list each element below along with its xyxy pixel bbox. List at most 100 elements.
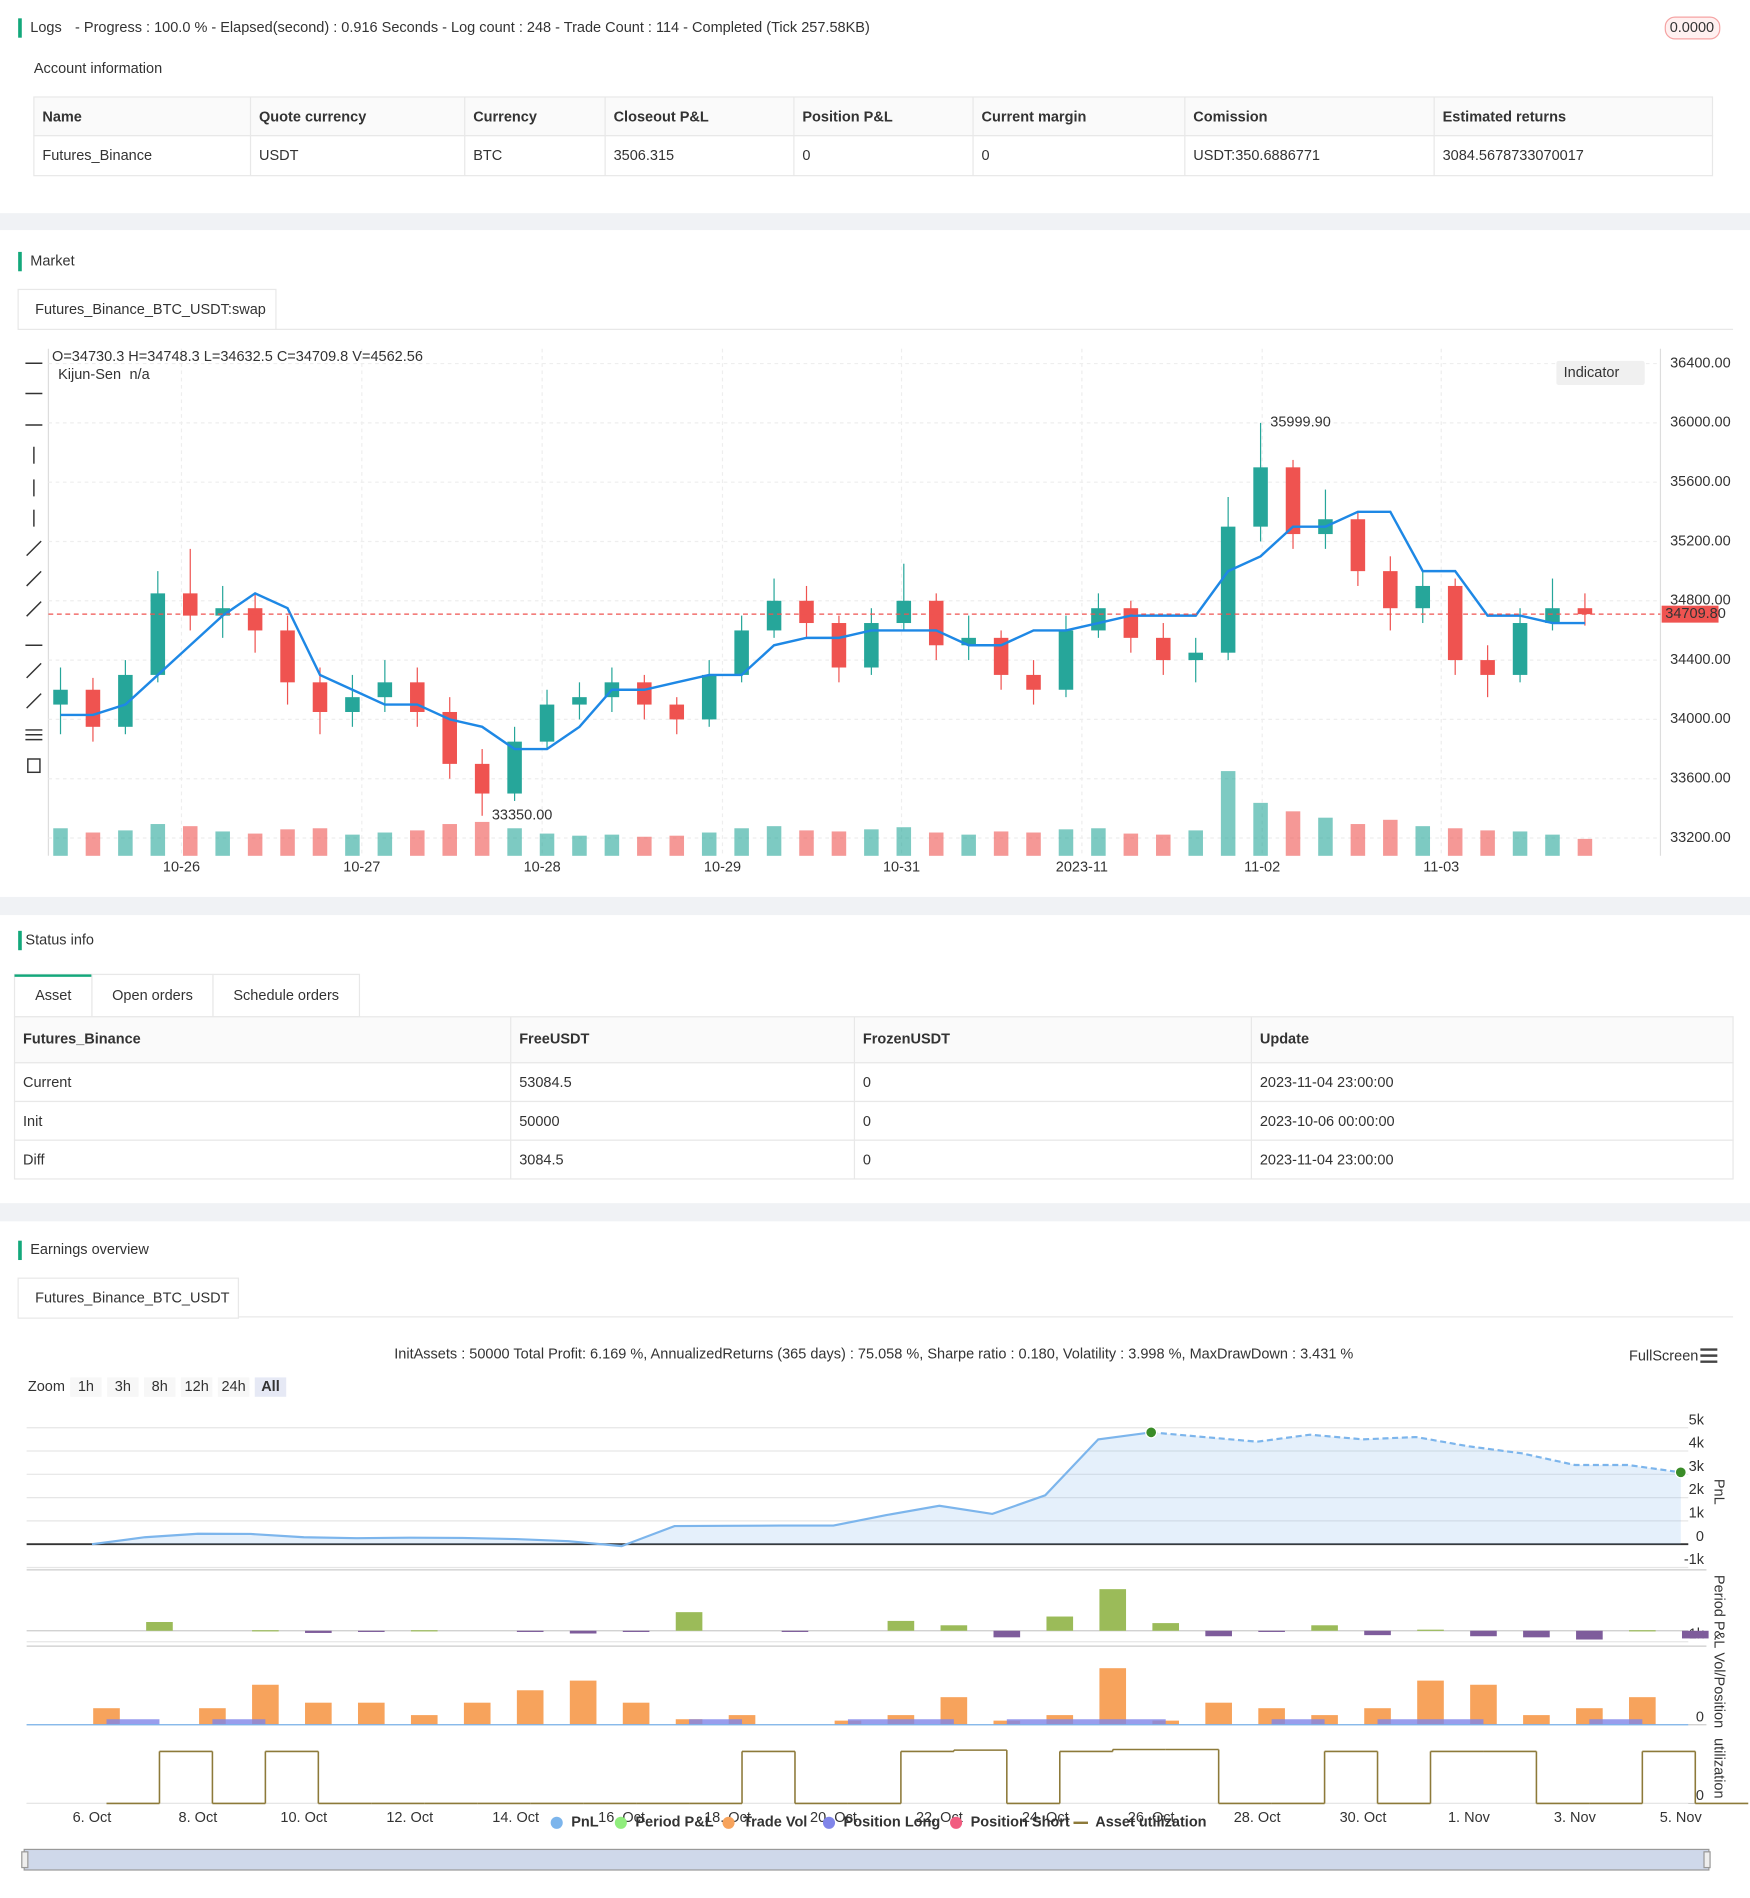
price-label: 34709.80 — [1665, 606, 1726, 622]
section-title: Status info — [25, 932, 94, 948]
zoom-button[interactable] — [70, 1377, 102, 1397]
table-cell: 0 — [863, 1153, 871, 1169]
zoom-button[interactable] — [144, 1377, 176, 1397]
navigator-handle[interactable] — [1703, 1851, 1711, 1869]
indicator-button[interactable] — [1556, 360, 1645, 386]
ohlc-text: O=34730.3 H=34748.3 L=34632.5 C=34709.8 … — [52, 349, 423, 365]
y-tick-label: 0 — [1696, 1709, 1704, 1725]
table-cell: 0 — [802, 148, 810, 164]
table-header: Futures_Binance — [23, 1032, 141, 1048]
navigator-handle[interactable] — [21, 1851, 29, 1869]
candle-body — [1156, 637, 1171, 661]
volume-bar — [928, 832, 944, 856]
y-tick-label: 35200.00 — [1670, 533, 1731, 549]
y-tick-label: 35600.00 — [1670, 474, 1731, 490]
x-tick-label: 26. Oct — [1128, 1810, 1175, 1826]
tab[interactable] — [17, 1277, 240, 1319]
zoom-button-label: 1h — [78, 1379, 94, 1395]
zoom-button[interactable] — [107, 1377, 139, 1397]
volume-bar — [734, 828, 749, 856]
table-cell: 3506.315 — [614, 148, 675, 164]
y-tick-label: 0 — [1696, 1529, 1704, 1545]
position-long-bar — [1589, 1719, 1643, 1725]
zoom-button[interactable] — [180, 1377, 213, 1397]
table-cell: 2023-11-04 23:00:00 — [1260, 1075, 1394, 1091]
table-header: Name — [42, 109, 82, 125]
candle-body — [150, 593, 166, 675]
candle-body — [280, 630, 295, 683]
x-tick-label: 28. Oct — [1234, 1810, 1281, 1826]
table-cell: 2023-11-04 23:00:00 — [1260, 1153, 1394, 1169]
zoom-button-label: 3h — [115, 1379, 131, 1395]
x-tick-label: 11-03 — [1423, 860, 1459, 876]
y-tick-label: 36000.00 — [1670, 415, 1731, 431]
volume-bar — [831, 831, 847, 856]
low-label: 33350.00 — [492, 808, 553, 824]
tab[interactable] — [17, 288, 277, 330]
candle-body — [993, 637, 1009, 675]
volume-bar — [766, 826, 782, 856]
x-tick-label: 10-27 — [343, 860, 380, 876]
volume-bar — [377, 832, 393, 856]
trade-vol-bar — [1205, 1702, 1232, 1725]
period-bar — [1523, 1630, 1550, 1638]
period-bar — [993, 1630, 1021, 1638]
volume-bar — [1545, 834, 1560, 856]
pnl-line-dashed — [1151, 1431, 1681, 1474]
y-tick-label: 2k — [1689, 1482, 1705, 1498]
candle-body — [1447, 585, 1463, 661]
trade-vol-bar — [357, 1702, 385, 1725]
period-bar — [252, 1630, 279, 1632]
candle-body — [1123, 608, 1139, 638]
x-tick-label: 10-29 — [704, 860, 741, 876]
volume-bar — [150, 824, 166, 856]
volume-bar — [118, 830, 133, 856]
volume-bar — [1091, 828, 1106, 856]
volume-bar — [1123, 833, 1139, 856]
candle-body — [766, 600, 782, 631]
period-bar — [1258, 1630, 1285, 1632]
x-tick-label: 6. Oct — [73, 1810, 112, 1826]
period-bar — [1470, 1630, 1497, 1637]
legend-symbol — [614, 1816, 627, 1829]
volume-bar — [345, 834, 360, 856]
trade-vol-bar — [728, 1715, 756, 1725]
position-long-bar — [1377, 1719, 1484, 1725]
position-long-bar — [1006, 1719, 1166, 1725]
period-bar — [1311, 1625, 1338, 1631]
volume-bar — [1447, 828, 1463, 856]
period-bar — [1681, 1630, 1709, 1639]
candle-body — [961, 637, 976, 646]
period-bar — [622, 1630, 650, 1632]
tab[interactable] — [91, 973, 214, 1018]
volume-bar — [410, 830, 425, 856]
volume-bar — [1285, 811, 1301, 856]
volume-bar — [799, 830, 814, 856]
zoom-button[interactable] — [217, 1377, 250, 1397]
position-long-bar — [689, 1719, 743, 1725]
section-title: Earnings overview — [30, 1242, 149, 1258]
trade-vol-bar — [516, 1690, 544, 1725]
y-tick-label: 0 — [1696, 1788, 1704, 1804]
tab-label: Futures_Binance_BTC_USDT — [35, 1291, 230, 1307]
candle-body — [1188, 652, 1203, 661]
separator — [0, 213, 1750, 231]
volume-bar — [1383, 819, 1398, 856]
trade-vol-bar — [305, 1702, 332, 1725]
volume-bar — [1026, 832, 1041, 856]
table-row-bg — [13, 1100, 1734, 1141]
table-cell: 0 — [982, 148, 990, 164]
tab[interactable] — [212, 973, 361, 1018]
y-tick-label: 36400.00 — [1670, 355, 1731, 371]
volume-bar — [1188, 830, 1203, 856]
zoom-button[interactable] — [254, 1377, 287, 1397]
volume-bar — [669, 835, 685, 856]
volume-bar — [1156, 834, 1171, 856]
kijun-sen-line — [60, 510, 1585, 751]
navigator[interactable] — [23, 1848, 1710, 1871]
candle-body — [799, 600, 814, 624]
zoom-button-label: 8h — [152, 1379, 168, 1395]
tab[interactable] — [13, 973, 93, 1018]
period-bar — [675, 1612, 703, 1631]
candle-body — [1577, 608, 1593, 615]
